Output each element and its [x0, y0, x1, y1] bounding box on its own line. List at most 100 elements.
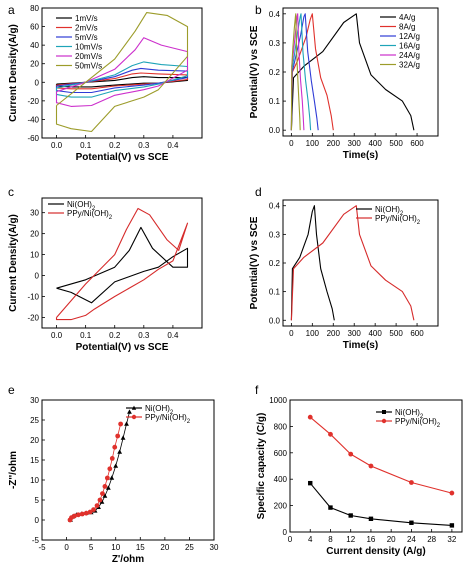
y-tick-label: 30 — [30, 209, 39, 218]
y-tick-label: 40 — [30, 41, 39, 50]
y-tick-label: 200 — [274, 502, 288, 511]
panel-b: b 0 100 200 300 400 500 600 0.0 0.1 0.2 0.3 0.4 Time(… — [249, 3, 439, 161]
data-point — [79, 511, 85, 517]
data-point — [112, 444, 118, 450]
y-tick-label: 30 — [30, 396, 39, 405]
panel-letter: f — [255, 383, 259, 397]
panel-d: d 0 100 200 300 400 500 600 0.0 0.1 0.2 0.3 0.4 Time(… — [249, 185, 439, 351]
x-tick-label: 0.3 — [138, 331, 150, 340]
legend-label: Ni(OH)2 — [145, 404, 174, 416]
x-tick-label: 4 — [308, 535, 313, 544]
y-tick-label: 25 — [30, 416, 39, 425]
x-tick-label: 0.2 — [109, 141, 121, 150]
y-tick-label: 0.0 — [269, 316, 281, 325]
y-tick-label: 80 — [30, 4, 39, 13]
legend-label: 16A/g — [399, 42, 420, 51]
x-axis-label: Potential(V) vs SCE — [76, 342, 169, 353]
y-tick-label: 0 — [35, 78, 40, 87]
y-tick-label: 10 — [30, 251, 39, 260]
y-tick-label: 400 — [274, 475, 288, 484]
y-tick-label: 0.3 — [269, 39, 281, 48]
data-point — [307, 414, 313, 420]
plot-frame — [289, 399, 463, 533]
series-line-6 — [290, 13, 301, 131]
x-tick-label: 600 — [410, 139, 424, 148]
legend-label: Ni(OH)2 — [375, 205, 404, 217]
data-point — [107, 466, 113, 472]
series-line-2 — [309, 416, 453, 494]
series-group — [290, 13, 415, 131]
x-tick-label: 100 — [306, 329, 320, 338]
data-point — [87, 509, 93, 515]
series-group — [55, 207, 189, 321]
y-tick-label: 0 — [283, 528, 288, 537]
y-tick-label: -5 — [32, 536, 40, 545]
legend-label: 2mV/s — [75, 24, 98, 33]
x-tick-label: 500 — [389, 139, 403, 148]
x-tick-label: 200 — [327, 329, 341, 338]
y-tick-label: 20 — [30, 60, 39, 69]
data-point — [409, 480, 414, 485]
data-point — [127, 409, 132, 414]
x-tick-label: 0.3 — [138, 141, 150, 150]
series-line-2 — [290, 205, 415, 321]
x-tick-label: 400 — [368, 329, 382, 338]
x-tick-label: 28 — [427, 535, 436, 544]
x-tick-label: 20 — [160, 543, 169, 552]
legend-label: 12A/g — [399, 32, 420, 41]
series-line-6 — [55, 12, 189, 133]
data-point — [97, 497, 103, 503]
series-line-3 — [290, 13, 319, 131]
x-tick-label: 24 — [407, 535, 416, 544]
y-tick-label: 0.2 — [269, 259, 281, 268]
x-tick-label: 8 — [328, 535, 333, 544]
x-tick-label: 100 — [306, 139, 320, 148]
x-tick-label: 32 — [447, 535, 456, 544]
y-tick-label: 10 — [30, 476, 39, 485]
legend-marker — [381, 418, 387, 424]
panel-letter: b — [255, 3, 262, 17]
legend-label: 1mV/s — [75, 14, 98, 23]
x-tick-label: 400 — [368, 139, 382, 148]
y-tick-label: 0.0 — [269, 126, 281, 135]
panel-letter: e — [8, 383, 15, 397]
data-point — [117, 449, 123, 454]
panel-letter: c — [8, 185, 14, 199]
data-point — [113, 463, 119, 468]
series-line-4 — [55, 61, 189, 98]
plot-frame — [41, 399, 215, 541]
y-axis-label: Potential(V) vs SCE — [249, 216, 260, 309]
legend-label: 10mV/s — [75, 43, 102, 52]
x-tick-label: 0 — [289, 139, 294, 148]
x-tick-label: 0.4 — [167, 141, 179, 150]
x-tick-label: 0.1 — [80, 331, 92, 340]
x-tick-label: 25 — [185, 543, 194, 552]
x-tick-label: 300 — [348, 139, 362, 148]
y-tick-label: 0 — [35, 272, 40, 281]
legend-label: 4A/g — [399, 13, 415, 22]
y-axis-label: Specific capacity (C/g) — [256, 413, 267, 520]
x-tick-label: 500 — [389, 329, 403, 338]
x-tick-label: 0.2 — [109, 331, 121, 340]
x-tick-label: 15 — [136, 543, 145, 552]
y-tick-label: -20 — [27, 314, 39, 323]
series-group — [67, 409, 132, 523]
y-tick-label: 5 — [35, 496, 40, 505]
data-point — [109, 456, 115, 461]
series-line-2 — [55, 207, 189, 321]
legend-label: Ni(OH)2 — [395, 408, 424, 420]
x-tick-label: 0.0 — [51, 141, 63, 150]
x-tick-label: 0 — [64, 543, 69, 552]
x-axis-label: Potential(V) vs SCE — [76, 152, 169, 163]
x-tick-label: 16 — [366, 535, 375, 544]
y-tick-label: -40 — [27, 115, 39, 124]
legend-marker — [131, 414, 137, 420]
x-tick-label: -5 — [38, 543, 46, 552]
series-line-4 — [290, 13, 312, 131]
y-tick-label: 0.4 — [269, 202, 281, 211]
